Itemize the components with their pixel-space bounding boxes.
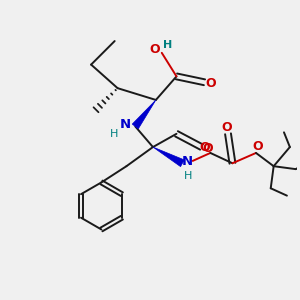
Text: O: O bbox=[221, 121, 232, 134]
Text: O: O bbox=[203, 142, 213, 155]
Polygon shape bbox=[132, 100, 156, 129]
Text: N: N bbox=[182, 155, 193, 168]
Polygon shape bbox=[153, 147, 184, 167]
Text: O: O bbox=[200, 141, 210, 154]
Text: H: H bbox=[163, 40, 172, 50]
Text: O: O bbox=[206, 77, 216, 90]
Text: H: H bbox=[110, 129, 118, 139]
Text: O: O bbox=[252, 140, 263, 153]
Text: O: O bbox=[149, 44, 160, 56]
Text: N: N bbox=[119, 118, 130, 131]
Text: H: H bbox=[184, 171, 193, 181]
